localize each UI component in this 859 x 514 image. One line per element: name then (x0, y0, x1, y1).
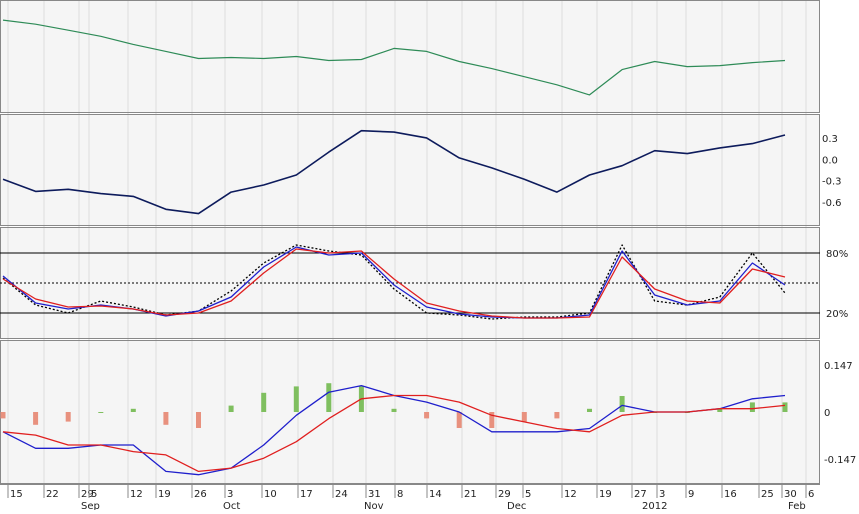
momentum-tick-label-0: 0.3 (822, 134, 838, 145)
macd-hist-bar-16 (522, 412, 527, 422)
macd-hist-bar-0 (1, 412, 6, 418)
stochastic-tick-label-1: 20% (826, 309, 848, 320)
panel-bg-momentum (0, 114, 820, 226)
momentum-tick-label-3: -0.6 (822, 198, 842, 209)
panel-bg-price (0, 0, 820, 113)
x-month-label-3: Dec (507, 501, 526, 510)
x-tick-label-3: 5 (91, 489, 97, 500)
x-tick-label-25: 6 (808, 489, 814, 500)
x-tick-label-4: 12 (130, 489, 143, 500)
x-month-label-5: Feb (788, 501, 806, 510)
macd-tick-label-0: 0.147 (824, 361, 853, 372)
macd-hist-bar-12 (392, 409, 397, 412)
stochastic-tick-label-0: 80% (826, 249, 848, 260)
x-tick-label-11: 31 (368, 489, 381, 500)
x-tick-label-19: 27 (634, 489, 647, 500)
macd-hist-bar-17 (554, 412, 559, 418)
x-tick-label-12: 8 (397, 489, 403, 500)
x-tick-label-10: 24 (335, 489, 348, 500)
x-month-label-0: Sep (81, 501, 100, 510)
macd-hist-bar-23 (750, 402, 755, 412)
momentum-tick-label-1: 0.0 (822, 155, 838, 166)
macd-hist-bar-14 (457, 412, 462, 428)
macd-hist-bar-3 (98, 412, 103, 413)
macd-hist-bar-4 (131, 409, 136, 412)
x-tick-label-5: 19 (158, 489, 171, 500)
x-tick-label-22: 16 (724, 489, 737, 500)
macd-hist-bar-13 (424, 412, 429, 418)
x-tick-label-6: 26 (194, 489, 207, 500)
x-month-label-2: Nov (364, 501, 384, 510)
macd-hist-bar-2 (66, 412, 71, 422)
x-tick-label-0: 15 (10, 489, 23, 500)
macd-hist-bar-19 (620, 396, 625, 412)
panel-bg-macd (0, 340, 820, 484)
macd-hist-bar-10 (326, 383, 331, 412)
macd-hist-bar-6 (196, 412, 201, 428)
x-tick-label-1: 22 (46, 489, 59, 500)
x-tick-label-18: 19 (599, 489, 612, 500)
macd-hist-bar-7 (229, 406, 234, 412)
macd-hist-bar-5 (163, 412, 168, 425)
macd-tick-label-2: -0.147 (824, 455, 856, 466)
x-month-label-4: 2012 (642, 501, 667, 510)
macd-hist-bar-18 (587, 409, 592, 412)
x-month-label-1: Oct (223, 501, 240, 510)
x-tick-label-8: 10 (264, 489, 277, 500)
macd-hist-bar-24 (783, 402, 788, 412)
x-tick-label-17: 12 (564, 489, 577, 500)
macd-tick-label-1: 0 (824, 408, 830, 419)
x-tick-label-16: 5 (525, 489, 531, 500)
macd-hist-bar-9 (294, 386, 299, 412)
x-tick-label-9: 17 (300, 489, 313, 500)
x-tick-label-24: 30 (784, 489, 797, 500)
momentum-tick-label-2: -0.3 (822, 177, 842, 188)
x-tick-label-20: 3 (659, 489, 665, 500)
macd-hist-bar-8 (261, 393, 266, 412)
x-tick-label-23: 25 (761, 489, 774, 500)
x-tick-label-14: 21 (464, 489, 477, 500)
x-tick-label-13: 14 (429, 489, 442, 500)
macd-hist-bar-1 (33, 412, 38, 425)
x-tick-label-15: 29 (498, 489, 511, 500)
x-tick-label-21: 9 (688, 489, 694, 500)
x-tick-label-7: 3 (227, 489, 233, 500)
